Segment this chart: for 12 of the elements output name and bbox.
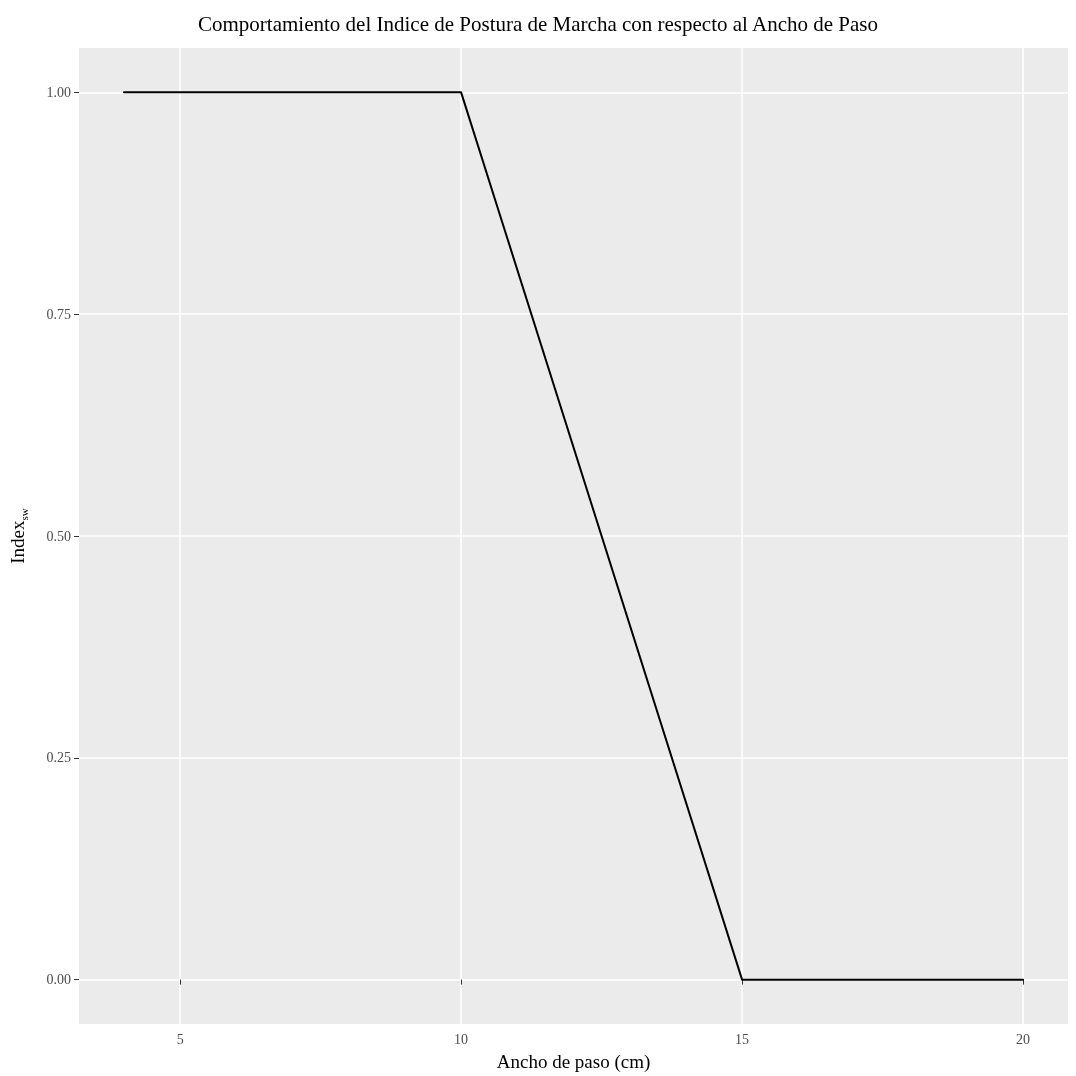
x-axis-title: Ancho de paso (cm): [496, 1051, 651, 1073]
y-tick-label: 0.25: [46, 750, 71, 766]
x-tick-label: 15: [735, 1031, 750, 1047]
y-tick-label: 0.50: [46, 528, 71, 544]
chart-title: Comportamiento del Indice de Postura de Marcha con respecto al Ancho de Paso: [198, 11, 878, 36]
y-tick-label: 1.00: [46, 84, 71, 100]
y-tick-label: 0.00: [46, 972, 71, 988]
x-tick-label: 20: [1016, 1031, 1031, 1047]
y-tick-label: 0.75: [46, 306, 71, 322]
y-axis-title: Indexsw: [7, 508, 30, 564]
x-tick-label: 10: [454, 1031, 469, 1047]
x-tick-label: 5: [176, 1031, 184, 1047]
